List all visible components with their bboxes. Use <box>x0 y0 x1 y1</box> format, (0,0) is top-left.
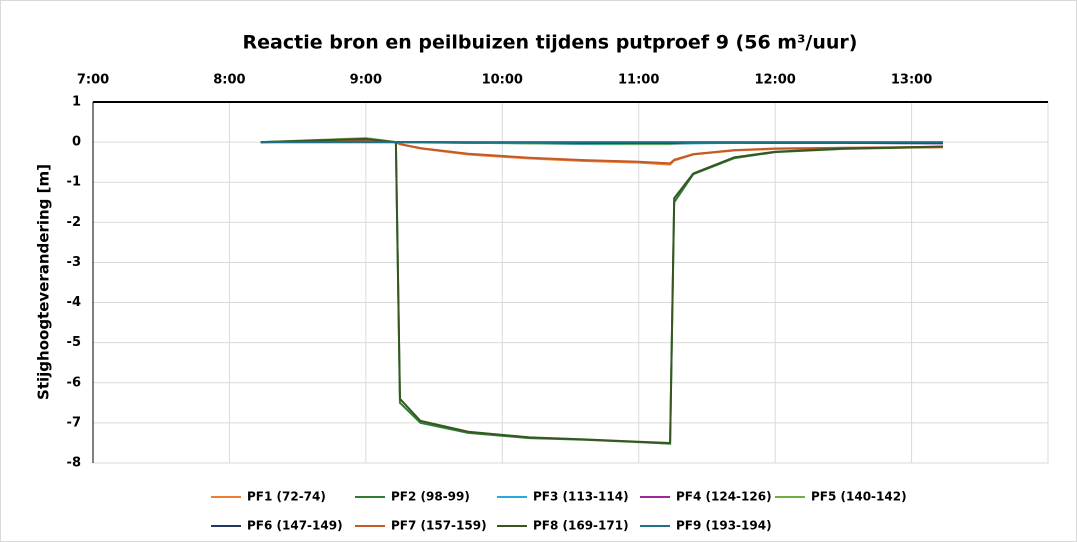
x-tick-label: 11:00 <box>618 73 659 88</box>
legend-label: PF3 (113-114) <box>533 490 629 504</box>
x-tick-label: 7:00 <box>77 73 109 88</box>
legend-label: PF1 (72-74) <box>247 490 326 504</box>
y-tick-label: -6 <box>67 375 81 390</box>
y-axis-label: Stijghoogteverandering [m] <box>35 164 53 400</box>
legend-label: PF9 (193-194) <box>676 519 772 533</box>
x-tick-label: 12:00 <box>754 73 795 88</box>
y-tick-label: 0 <box>72 135 81 150</box>
series-line <box>260 137 943 444</box>
y-tick-label: -4 <box>67 295 81 310</box>
y-tick-label: -3 <box>67 255 81 270</box>
legend-label: PF4 (124-126) <box>676 490 772 504</box>
legend-label: PF6 (147-149) <box>247 519 343 533</box>
legend-label: PF2 (98-99) <box>391 490 470 504</box>
y-tick-label: -8 <box>67 456 81 471</box>
y-tick-label: -2 <box>67 215 81 230</box>
y-tick-label: 1 <box>72 95 81 110</box>
legend-label: PF8 (169-171) <box>533 519 629 533</box>
x-tick-label: 13:00 <box>891 73 932 88</box>
y-tick-label: -5 <box>67 335 81 350</box>
x-tick-label: 9:00 <box>350 73 382 88</box>
x-tick-label: 8:00 <box>213 73 245 88</box>
y-tick-label: -7 <box>67 415 81 430</box>
chart-title: Reactie bron en peilbuizen tijdens putpr… <box>243 32 858 54</box>
x-tick-label: 10:00 <box>482 73 523 88</box>
series-line <box>260 140 943 165</box>
legend-label: PF7 (157-159) <box>391 519 487 533</box>
legend-label: PF5 (140-142) <box>811 490 907 504</box>
y-tick-label: -1 <box>67 175 81 190</box>
